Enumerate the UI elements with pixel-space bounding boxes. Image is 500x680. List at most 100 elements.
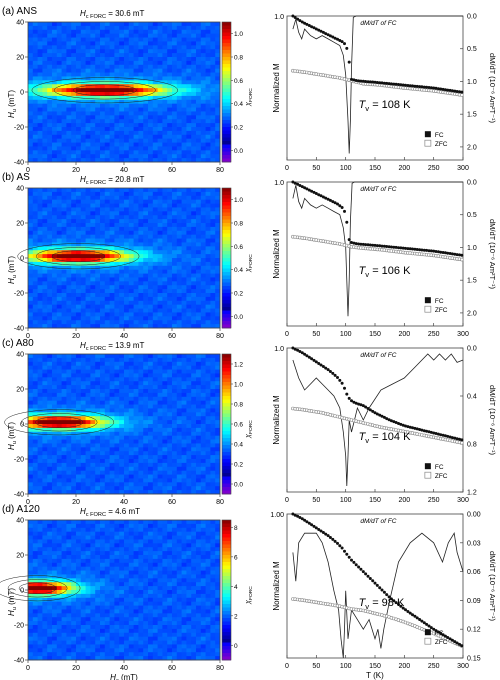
forc-cell [138,285,144,290]
forc-cell [205,300,211,306]
forc-cell [124,361,130,367]
forc-cell [186,84,192,89]
forc-cell [61,80,67,85]
forc-cell [90,265,96,271]
forc-cell [181,45,187,50]
forc-cell [200,250,206,255]
forc-cell [167,191,173,197]
forc-cell [28,312,34,317]
forc-cell [196,439,202,444]
forc-cell [138,60,144,66]
forc-cell [90,404,96,409]
forc-cell [95,443,101,448]
forc-cell [133,478,139,483]
forc-cell [32,320,38,325]
forc-cell [196,230,202,236]
forc-cell [56,223,62,228]
forc-cell [162,404,168,409]
forc-cell [148,490,154,495]
forc-cell [143,115,149,120]
forc-cell [90,357,96,363]
forc-cell [28,478,34,483]
forc-cell [109,88,115,93]
forc-cell [37,154,43,159]
forc-cell [176,381,182,386]
forc-cell [66,482,72,487]
forc-cell [71,68,77,73]
forc-cell [215,134,221,140]
forc-cell [210,443,216,448]
colorbar-step [222,317,231,322]
forc-cell [90,226,96,232]
forc-cell [124,316,130,321]
forc-cell [80,146,86,151]
y2-tick-label: 1.5 [467,112,477,119]
forc-cell [133,199,139,204]
forc-cell [152,389,158,394]
y-tick-label: 40 [16,352,24,359]
forc-cell [85,296,91,302]
forc-cell [210,25,216,31]
forc-cell [114,357,120,363]
forc-cell [128,219,134,224]
forc-cell [176,478,182,483]
fc-point [303,186,307,190]
forc-cell [200,427,206,433]
y-axis-label: Hu (mT) [7,256,18,284]
forc-cell [80,451,86,456]
forc-cell [210,80,216,85]
forc-cell [76,37,82,42]
forc-cell [162,277,168,282]
forc-cell [138,412,144,417]
forc-cell [71,246,77,251]
forc-cell [85,150,91,155]
colorbar-step [222,247,231,252]
forc-cell [196,88,202,93]
forc-cell [42,95,48,101]
forc-cell [138,478,144,483]
forc-cell [76,377,82,382]
forc-cell [71,289,77,294]
fc-point [319,29,323,33]
forc-cell [37,72,43,77]
forc-cell [152,412,158,417]
forc-cell [138,49,144,54]
forc-cell [76,324,82,329]
forc-cell [56,37,62,42]
forc-cell [152,234,158,239]
forc-cell [104,443,110,448]
forc-cell [128,385,134,390]
forc-cell [119,76,125,81]
forc-cell [104,158,110,163]
fc-point [385,81,389,85]
forc-cell [191,33,197,38]
forc-cell [114,130,120,136]
forc-cell [167,396,173,402]
forc-cell [56,134,62,140]
forc-cell [133,254,139,259]
forc-cell [37,207,43,212]
forc-cell [76,357,82,363]
forc-cell [162,300,168,306]
forc-cell [196,455,202,460]
forc-cell [61,99,67,105]
forc-cell [37,392,43,398]
forc-cell [76,88,82,93]
forc-cell [215,123,221,128]
forc-cell [100,451,106,456]
forc-cell [210,191,216,197]
forc-cell [37,281,43,286]
forc-cell [119,412,125,417]
forc-cell [152,45,158,50]
fc-point [378,81,382,85]
forc-cell [42,296,48,302]
forc-cell [71,459,77,464]
forc-cell [37,195,43,201]
y-tick-label: -20 [14,457,24,464]
forc-cell [109,72,115,77]
forc-cell [215,72,221,77]
forc-cell [119,261,125,267]
forc-cell [80,195,86,201]
forc-cell [56,357,62,363]
forc-cell [143,37,149,42]
